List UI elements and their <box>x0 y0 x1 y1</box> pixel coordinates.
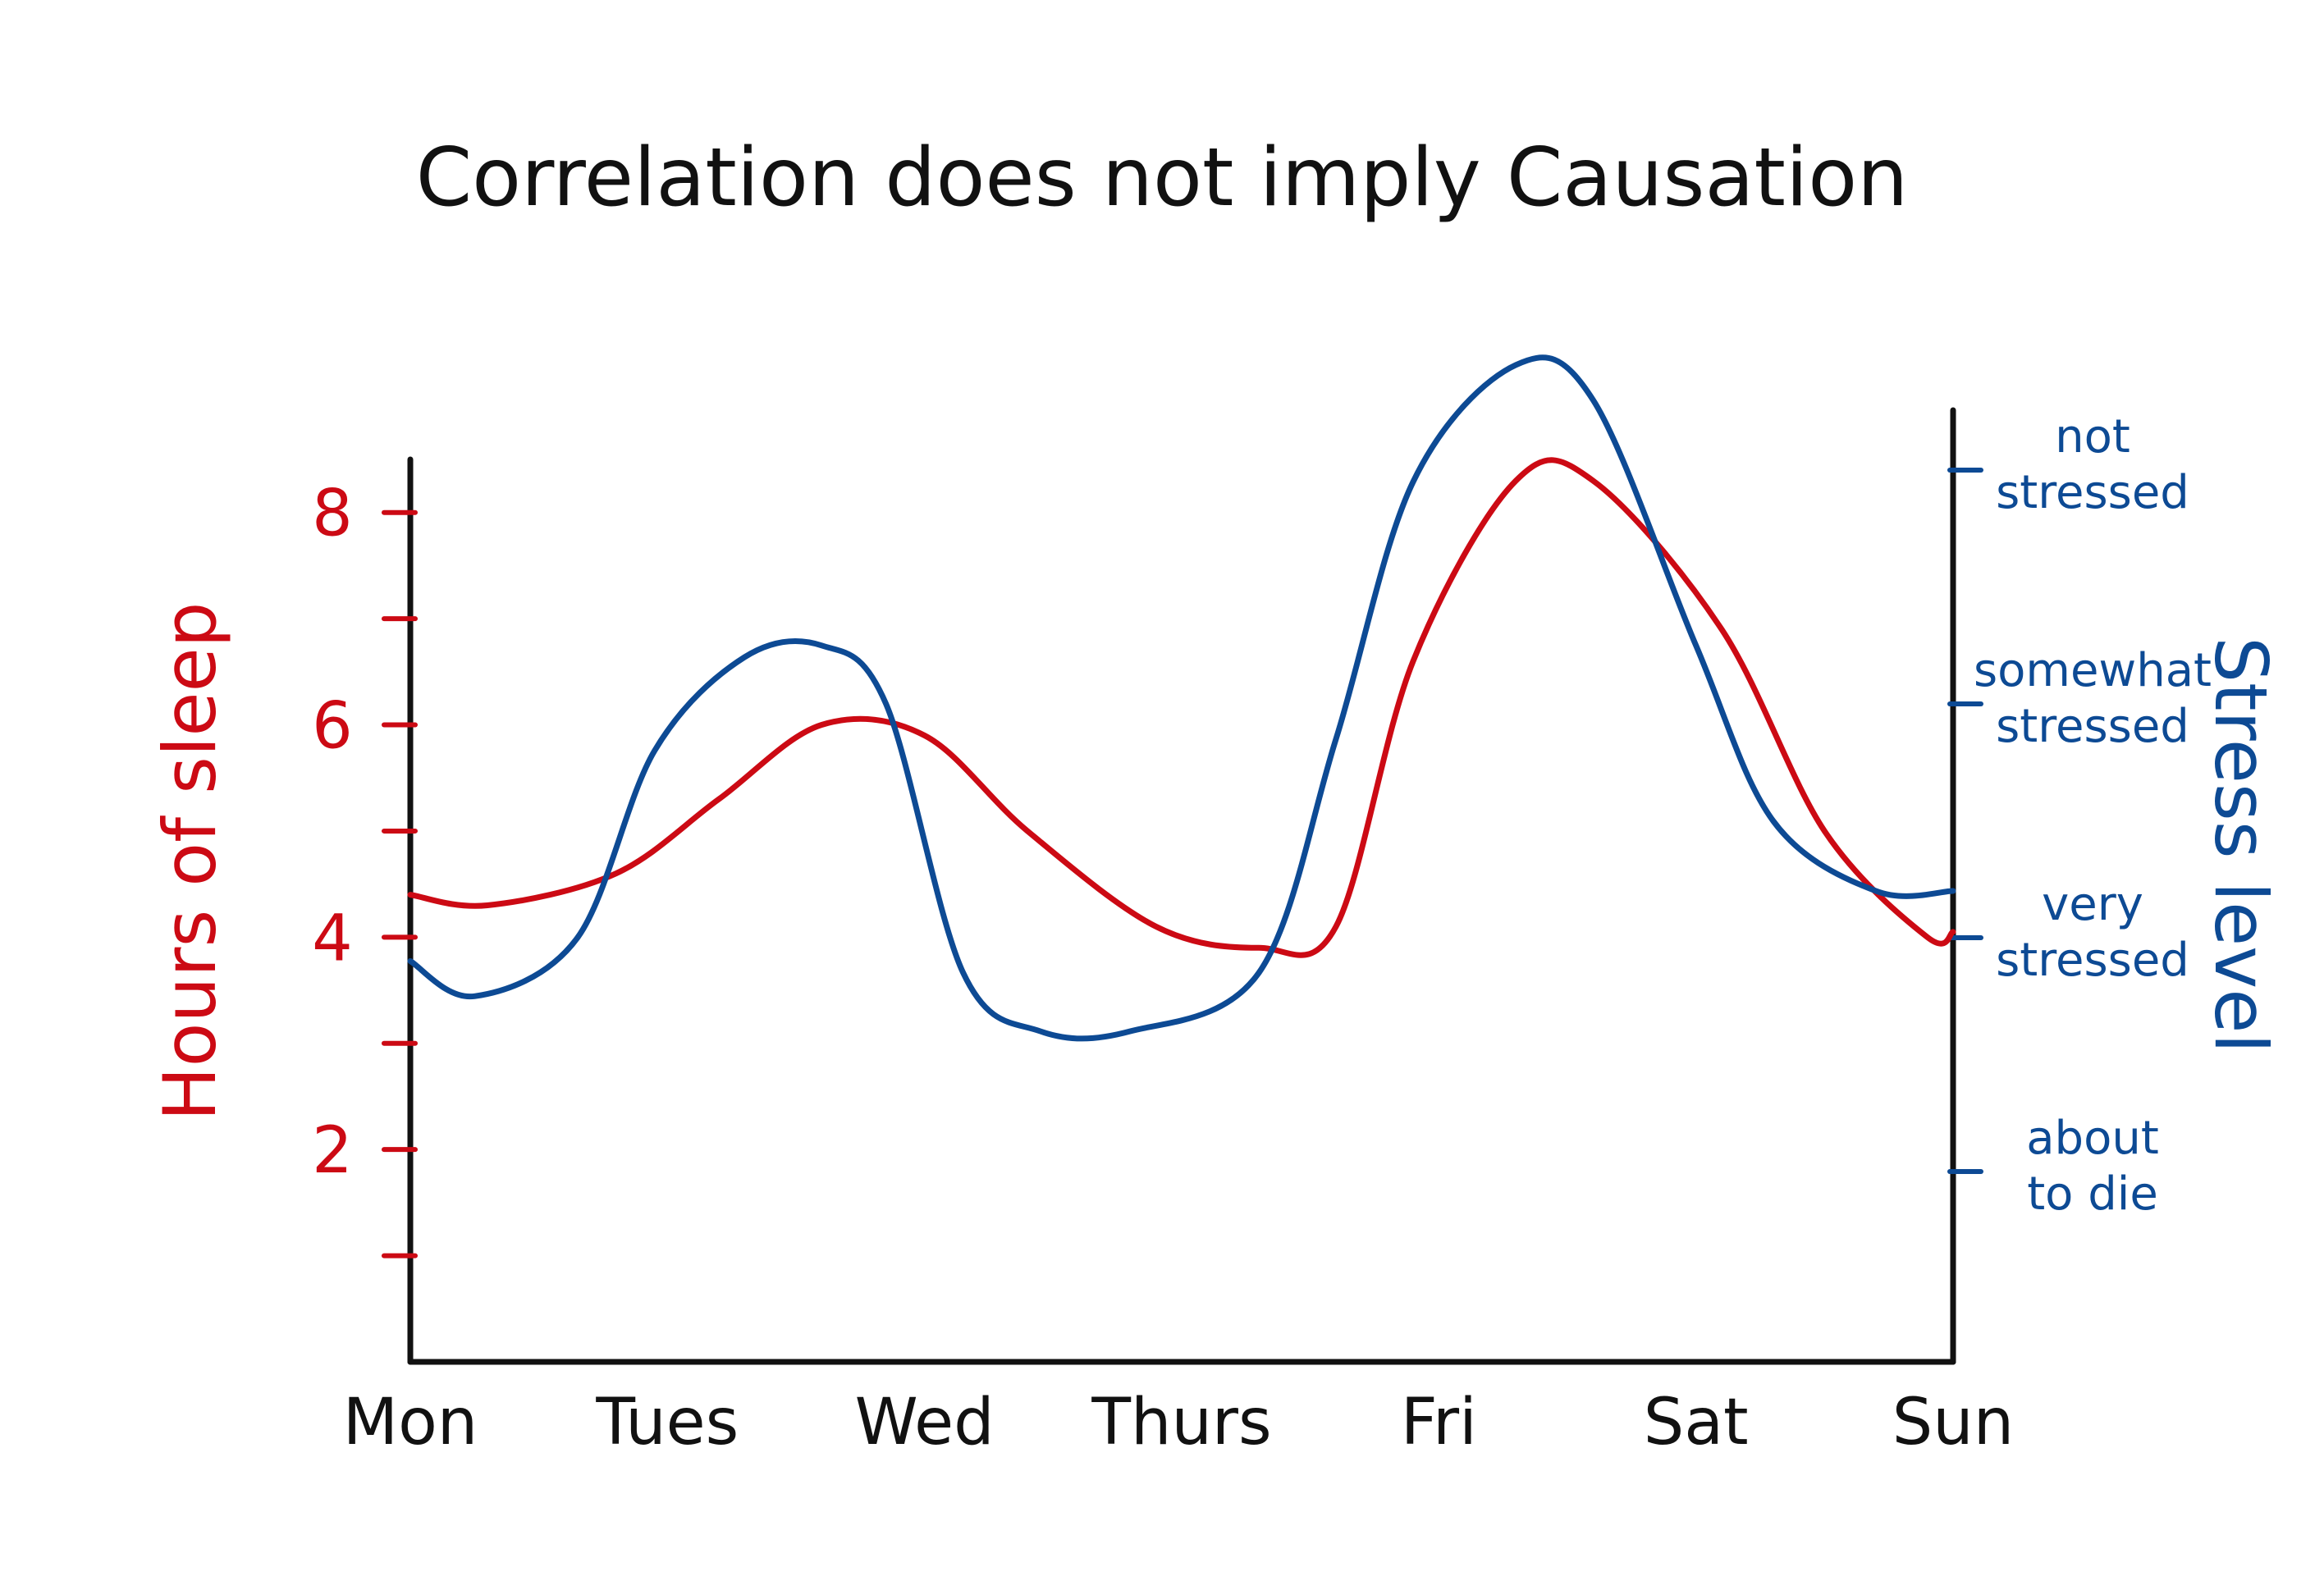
series-line-hours-of-sleep <box>407 457 1956 958</box>
left-tick-label-4: 4 <box>312 902 353 975</box>
right-tick-label-line: somewhat <box>1974 644 2212 697</box>
right-tick-label-line: to die <box>2027 1167 2158 1221</box>
left-tick-label-6: 6 <box>312 690 353 764</box>
series-group <box>407 354 1956 1042</box>
x-tick-label-thurs: Thurs <box>1091 1386 1271 1460</box>
right-tick-label-line: stressed <box>1996 700 2189 753</box>
left-tick-label-8: 8 <box>312 477 353 551</box>
x-tick-label-tues: Tues <box>595 1386 739 1460</box>
right-tick-label-somewhat-stressed: somewhat stressed <box>1974 644 2212 753</box>
right-axis-title: Stress level <box>2198 637 2283 1053</box>
right-tick-label-line: very <box>2042 878 2143 931</box>
right-tick-label-line: not <box>2055 410 2130 464</box>
x-tick-label-wed: Wed <box>855 1386 995 1460</box>
left-axis-title: Hours of sleep <box>148 601 232 1121</box>
right-tick-label-line: stressed <box>1996 934 2189 987</box>
left-tick-label-2: 2 <box>312 1114 353 1188</box>
x-tick-label-fri: Fri <box>1401 1386 1477 1460</box>
x-tick-label-sat: Sat <box>1644 1386 1749 1460</box>
axes-group <box>382 407 1983 1365</box>
right-tick-label-about-to-die: about to die <box>2026 1112 2159 1221</box>
series-line-stress-level <box>407 354 1956 1042</box>
x-tick-label-sun: Sun <box>1892 1386 2014 1460</box>
x-tick-label-mon: Mon <box>343 1386 478 1460</box>
chart-title: Correlation does not imply Causation <box>416 131 1909 225</box>
right-tick-label-line: about <box>2026 1112 2159 1165</box>
right-tick-label-line: stressed <box>1996 466 2189 519</box>
right-tick-label-not-stressed: not stressed <box>1996 410 2189 519</box>
right-tick-label-very-stressed: very stressed <box>1996 878 2189 987</box>
